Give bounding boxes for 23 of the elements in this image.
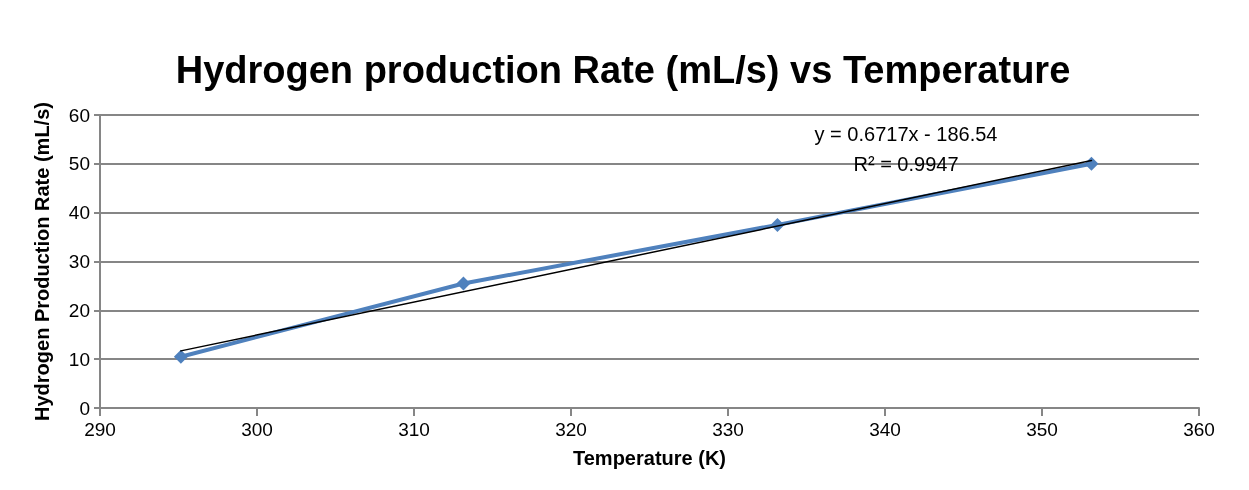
y-tick-label: 20	[68, 299, 90, 321]
x-tick-label: 320	[555, 419, 587, 440]
x-tick-label: 350	[1026, 419, 1058, 440]
x-axis-title: Temperature (K)	[573, 447, 726, 469]
y-tick-label: 0	[79, 397, 90, 419]
point	[1084, 156, 1099, 171]
x-tick-label: 340	[869, 419, 901, 440]
annotation: R² = 0.9947	[853, 153, 959, 175]
x-tick-label: 360	[1183, 419, 1215, 440]
y-tick-label: 30	[68, 251, 90, 272]
x-tick-label: 330	[712, 419, 744, 440]
y-tick-label: 60	[68, 104, 90, 126]
annotation: y = 0.6717x - 186.54	[814, 123, 998, 145]
point	[173, 349, 188, 364]
y-tick-label: 40	[68, 202, 90, 224]
y-tick-label: 10	[68, 348, 90, 370]
x-tick-label: 300	[241, 419, 273, 440]
y-tick-label: 50	[68, 153, 90, 175]
chart-title: Hydrogen production Rate (mL/s) vs Temperature	[175, 49, 1071, 91]
y-axis-title: Hydrogen Production Rate (mL/s)	[31, 102, 53, 421]
x-tick-label: 310	[398, 419, 430, 440]
point	[456, 276, 471, 291]
x-tick-label: 290	[84, 419, 116, 440]
